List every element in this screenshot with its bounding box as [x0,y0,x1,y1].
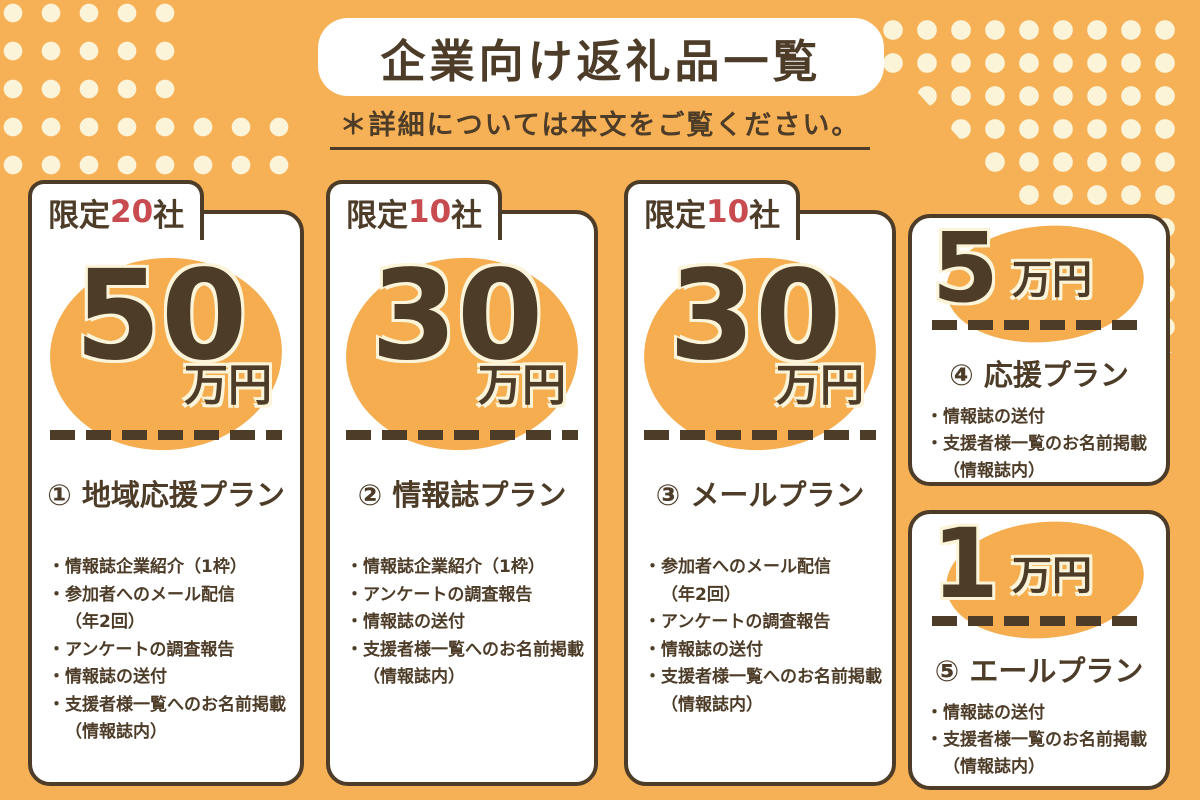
feature-item: ・情報誌の送付 [644,639,763,660]
feature-item: ・アンケートの調査報告 [346,584,533,605]
badge-suffix: 社 [153,197,185,234]
limited-companies-badge-3: 限定 10 社 [624,180,801,240]
dashed-divider [50,430,282,440]
feature-list: ・情報誌の送付・支援者様一覧のお名前掲載 （情報誌内） [926,700,1160,782]
badge-prefix: 限定 [48,197,110,234]
plan-name: ③ メールプラン [655,478,865,512]
title-banner: 企業向け返礼品一覧 [318,18,884,96]
subtitle-row: ＊詳細については本文をご覧ください。 [0,103,1200,150]
plan-name: ② 情報誌プラン [357,478,567,512]
plan-name: ④ 応援プラン [949,358,1129,392]
plan-card-5-yell: 1 万円 ⑤ エールプラン ・情報誌の送付・支援者様一覧のお名前掲載 （情報誌内… [908,510,1170,790]
badge-suffix: 社 [749,197,781,234]
badge-count: 10 [706,194,750,230]
badge-suffix: 社 [451,197,483,234]
dashed-divider [644,430,876,440]
price-amount: 5 [932,212,999,324]
plan-name: ① 地域応援プラン [47,478,285,512]
feature-item: ・情報誌企業紹介（1枠） [346,557,545,577]
feature-item: ・アンケートの調査報告 [48,639,235,660]
price-amount: 30 [668,244,842,388]
feature-list: ・情報誌企業紹介（1枠） ・参加者へのメール配信 （年2回） ・アンケートの調査報告… [48,554,292,747]
badge-count: 20 [110,194,154,230]
polka-dot-pattern-top-left [0,0,300,184]
feature-item: ・情報誌企業紹介（1枠） [48,557,247,577]
feature-item: ・情報誌の送付 [346,612,465,633]
dashed-divider [346,430,578,440]
feature-item: ・アンケートの調査報告 [644,612,831,633]
plan-card-1-chiiki-ouen: 限定 20 社 50 万円 ① 地域応援プラン ・情報誌企業紹介（1枠） ・参加者への… [28,180,304,786]
price-unit: 万円 [1012,553,1092,599]
price-unit: 万円 [776,360,864,411]
price-amount: 1 [932,508,999,620]
feature-list: ・情報誌の送付・支援者様一覧のお名前掲載 （情報誌内） [926,404,1160,486]
feature-list: ・情報誌企業紹介（1枠） ・アンケートの調査報告 ・情報誌の送付・支援者様一覧へのお… [346,554,586,692]
dashed-divider [932,320,1146,330]
price-unit: 万円 [1012,257,1092,303]
page-title: 企業向け返礼品一覧 [380,34,822,88]
price-unit: 万円 [184,360,272,411]
price-unit: 万円 [478,360,566,411]
feature-item: ・情報誌の送付 [48,667,167,688]
feature-item: ・参加者へのメール配信 （年2回） [644,557,831,605]
feature-item: ・情報誌の送付 [926,703,1045,723]
feature-item: ・参加者へのメール配信 （年2回） [48,584,235,633]
feature-item: ・支援者様一覧のお名前掲載 （情報誌内） [926,730,1147,778]
dashed-divider [932,616,1146,626]
plan-card-2-johoshi: 限定 10 社 30 万円 ② 情報誌プラン ・情報誌企業紹介（1枠） ・アンケートの… [326,180,598,786]
limited-companies-badge-1: 限定 20 社 [28,180,205,240]
badge-prefix: 限定 [644,197,706,234]
price-amount: 30 [370,244,544,388]
feature-item: ・支援者様一覧へのお名前掲載 （情報誌内） [48,694,286,743]
price-amount: 50 [74,244,248,388]
feature-item: ・情報誌の送付 [926,407,1045,427]
feature-list: ・参加者へのメール配信 （年2回） ・アンケートの調査報告 ・情報誌の送付・支援者様… [644,554,884,719]
plan-card-3-mail: 限定 10 社 30 万円 ③ メールプラン ・参加者へのメール配信 （年2回） ・ア… [624,180,896,786]
badge-prefix: 限定 [346,197,408,234]
feature-item: ・支援者様一覧へのお名前掲載 （情報誌内） [346,639,584,688]
feature-item: ・支援者様一覧のお名前掲載 （情報誌内） [926,434,1147,482]
plan-name: ⑤ エールプラン [934,654,1144,688]
plan-card-4-ouen: 5 万円 ④ 応援プラン ・情報誌の送付・支援者様一覧のお名前掲載 （情報誌内） [908,214,1170,486]
feature-item: ・支援者様一覧へのお名前掲載 （情報誌内） [644,667,882,715]
badge-count: 10 [408,194,452,230]
limited-companies-badge-2: 限定 10 社 [326,180,503,240]
subtitle-note: ＊詳細については本文をご覧ください。 [329,103,871,150]
